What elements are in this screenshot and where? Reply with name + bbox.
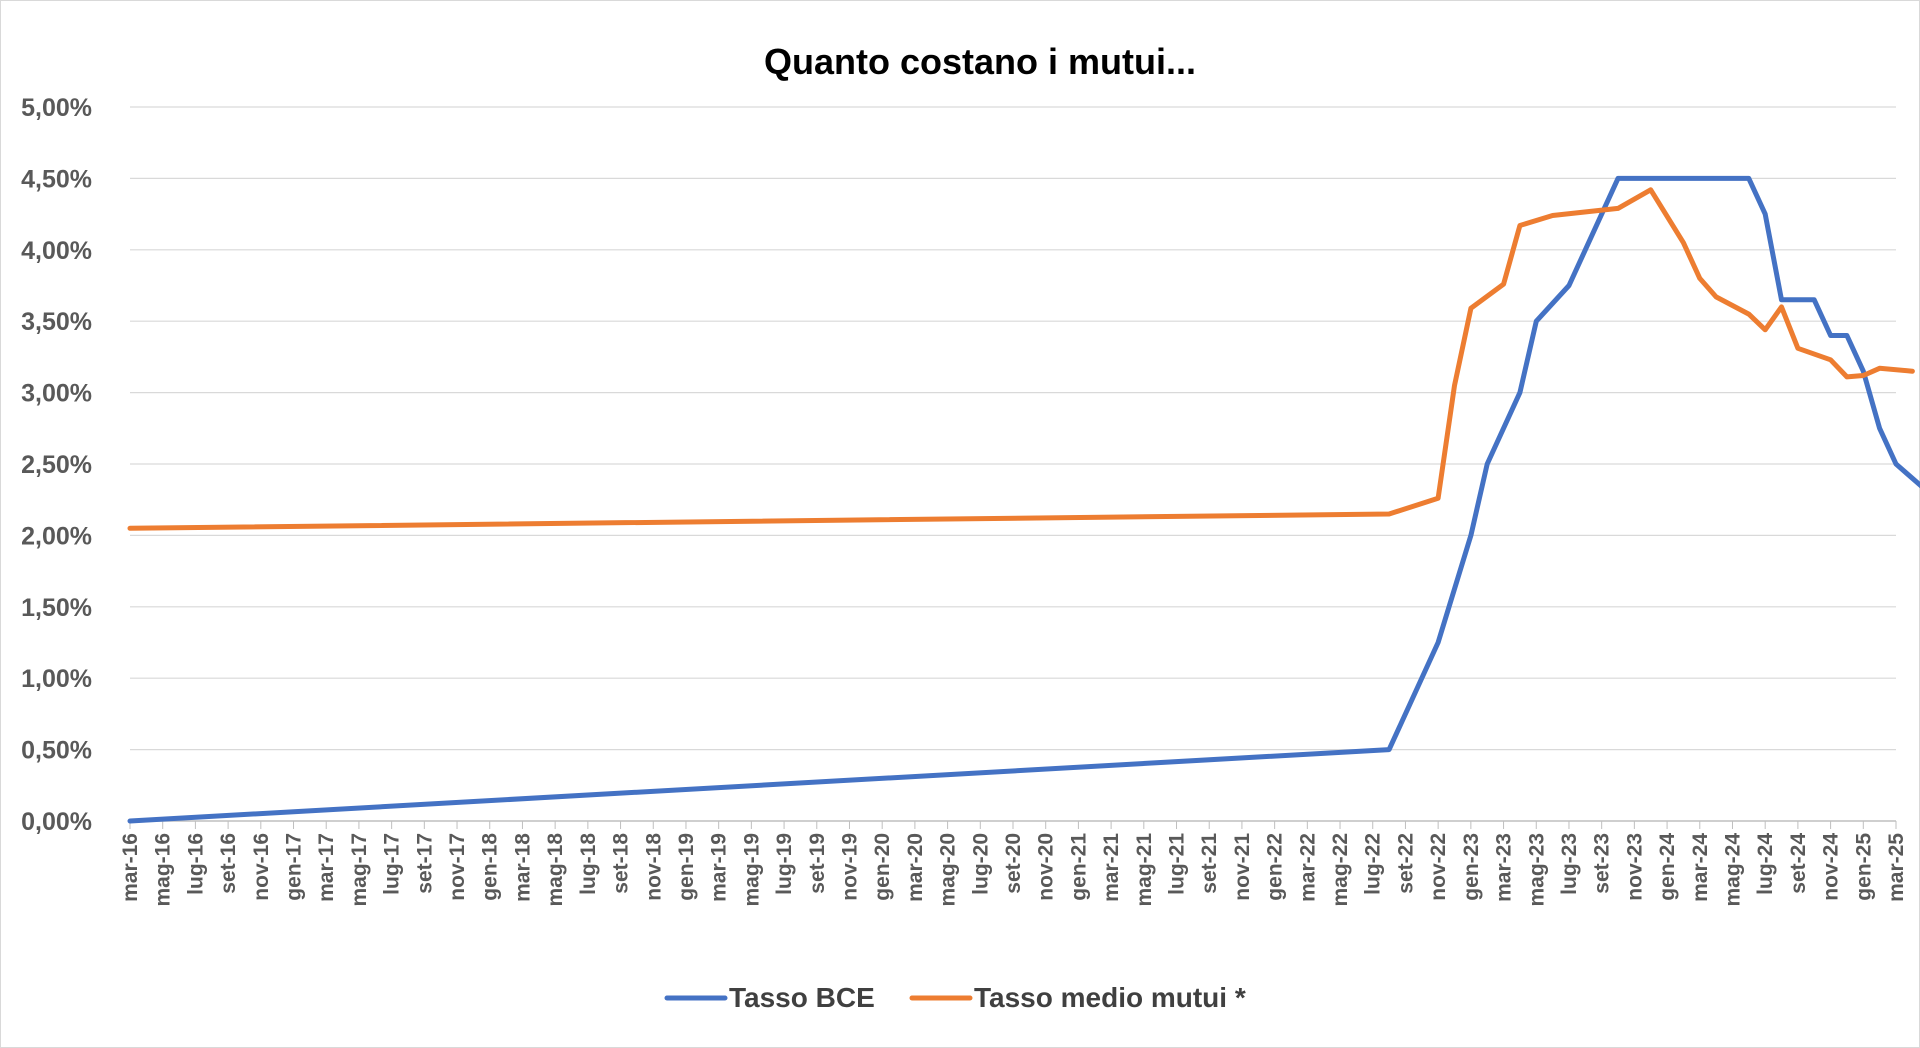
y-tick-label: 1,00% xyxy=(21,665,92,693)
x-tick-label: lug-21 xyxy=(1166,833,1189,895)
x-tick-label: nov-21 xyxy=(1231,833,1254,901)
x-tick-label: mar-22 xyxy=(1296,833,1319,902)
x-tick-label: set-23 xyxy=(1591,833,1614,894)
x-tick-label: lug-24 xyxy=(1754,833,1777,895)
x-tick-label: nov-24 xyxy=(1820,833,1843,901)
y-tick-label: 3,50% xyxy=(21,308,92,336)
x-tick-label: mar-24 xyxy=(1689,833,1712,902)
x-tick-label: mar-25 xyxy=(1885,833,1908,902)
x-tick-label: mar-17 xyxy=(315,833,338,902)
legend-label-2: Tasso medio mutui * xyxy=(974,982,1246,1013)
x-tick-label: nov-23 xyxy=(1623,833,1646,901)
gridlines xyxy=(130,106,1896,822)
x-tick-label: gen-22 xyxy=(1264,833,1287,901)
x-tick-label: gen-17 xyxy=(283,833,306,901)
x-tick-label: mag-23 xyxy=(1525,833,1548,907)
x-tick-label: gen-24 xyxy=(1656,833,1679,901)
x-tick-label: nov-17 xyxy=(446,833,469,901)
y-tick-label: 2,50% xyxy=(21,451,92,479)
x-tick-label: set-18 xyxy=(610,833,633,894)
x-tick-label: nov-20 xyxy=(1035,833,1058,901)
y-tick-label: 2,00% xyxy=(21,522,92,550)
y-tick-label: 4,00% xyxy=(21,237,92,265)
x-tick-label: nov-22 xyxy=(1427,833,1450,901)
x-tick-label: mag-21 xyxy=(1133,833,1156,907)
legend: Tasso BCE Tasso medio mutui * xyxy=(664,982,1246,1013)
x-tick-label: lug-17 xyxy=(381,833,404,895)
x-tick-label: mag-19 xyxy=(740,833,763,907)
x-tick-label: gen-20 xyxy=(871,833,894,901)
x-tick-label: lug-18 xyxy=(577,833,600,895)
x-tick-label: gen-21 xyxy=(1067,833,1090,901)
x-tick-label: mag-24 xyxy=(1721,833,1744,907)
y-axis-ticks: 0,00% 0,50% 1,00% 1,50% 2,00% 2,50% 3,00% 3,50%… xyxy=(21,94,92,836)
x-tick-label: set-20 xyxy=(1002,833,1025,894)
x-tick-label: mag-17 xyxy=(348,833,371,907)
x-tick-label: mar-23 xyxy=(1493,833,1516,902)
y-tick-label: 5,00% xyxy=(21,94,92,122)
x-tick-label: nov-16 xyxy=(250,833,273,901)
x-tick-label: mag-22 xyxy=(1329,833,1352,907)
x-tick-label: mar-21 xyxy=(1100,833,1123,902)
x-tick-label: lug-23 xyxy=(1558,833,1581,895)
x-tick-label: set-16 xyxy=(217,833,240,894)
x-tick-label: mag-18 xyxy=(544,833,567,907)
y-tick-label: 3,00% xyxy=(21,380,92,408)
x-tick-label: mar-16 xyxy=(119,833,142,902)
x-tick-label: set-17 xyxy=(413,833,436,894)
y-tick-label: 1,50% xyxy=(21,594,92,622)
y-tick-label: 4,50% xyxy=(21,165,92,193)
x-tick-label: gen-18 xyxy=(479,833,502,901)
x-tick-label: lug-16 xyxy=(184,833,207,895)
x-tick-label: nov-19 xyxy=(838,833,861,901)
x-tick-label: mar-19 xyxy=(708,833,731,902)
x-tick-label: mar-18 xyxy=(511,833,534,902)
x-tick-label: nov-18 xyxy=(642,833,665,901)
x-axis-ticks: mar-16 mag-16 lug-16 set-16 nov-16 gen-17 mar-… xyxy=(119,821,1908,907)
x-tick-label: lug-20 xyxy=(969,833,992,895)
y-tick-label: 0,50% xyxy=(21,737,92,765)
legend-label-1: Tasso BCE xyxy=(729,982,875,1013)
x-tick-label: gen-23 xyxy=(1460,833,1483,901)
x-tick-label: lug-19 xyxy=(773,833,796,895)
x-tick-label: mag-16 xyxy=(152,833,175,907)
chart-title: Quanto costano i mutui... xyxy=(764,41,1196,82)
series-line-1 xyxy=(127,175,1920,824)
x-tick-label: set-22 xyxy=(1394,833,1417,894)
x-tick-label: mag-20 xyxy=(937,833,960,907)
y-tick-label: 0,00% xyxy=(21,808,92,836)
x-tick-label: set-19 xyxy=(806,833,829,894)
series-lines xyxy=(127,175,1920,824)
x-tick-label: set-21 xyxy=(1198,833,1221,894)
series-line-2 xyxy=(127,187,1915,531)
x-tick-label: lug-22 xyxy=(1362,833,1385,895)
x-tick-label: mar-20 xyxy=(904,833,927,902)
x-tick-label: gen-25 xyxy=(1852,833,1875,901)
x-tick-label: gen-19 xyxy=(675,833,698,901)
x-tick-label: set-24 xyxy=(1787,833,1810,894)
